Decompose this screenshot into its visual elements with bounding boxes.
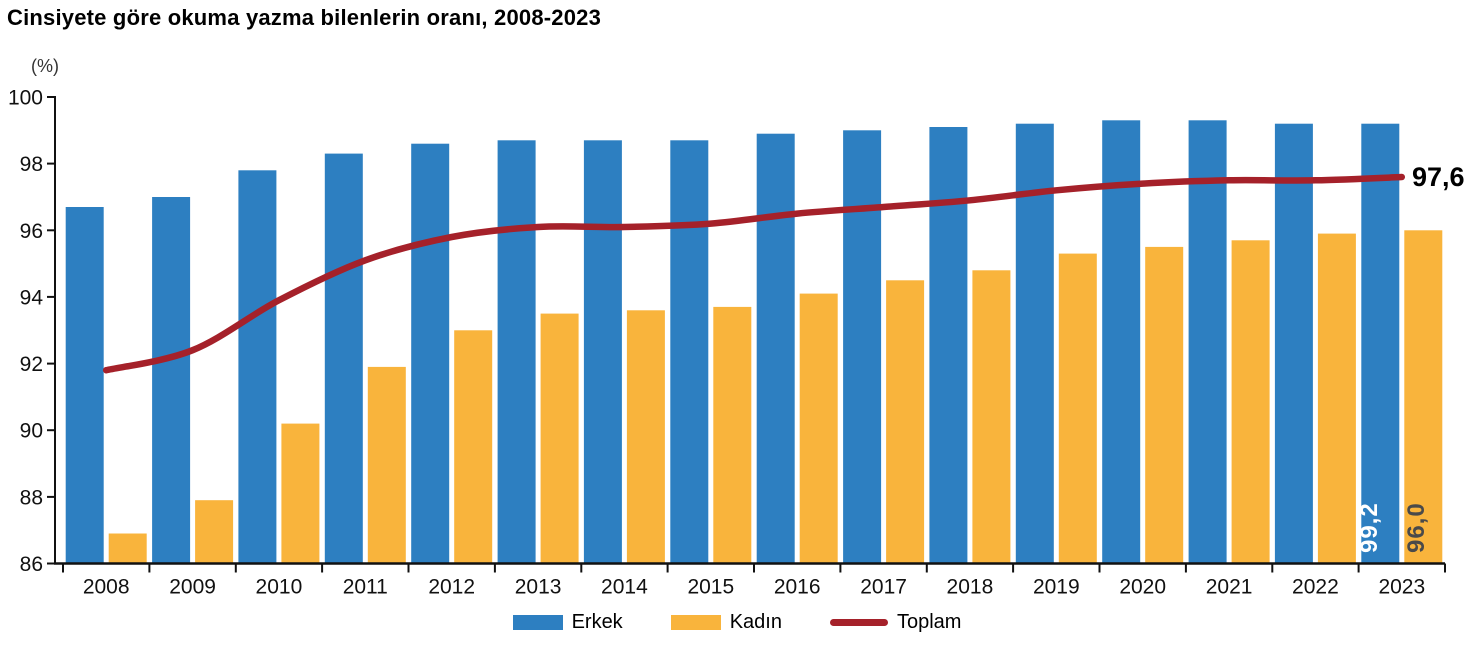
y-axis-unit-label: (%) (31, 56, 59, 76)
bar-erkek-2017 (843, 130, 882, 564)
x-tick-label: 2012 (428, 576, 475, 599)
x-tick-label: 2019 (1033, 576, 1080, 599)
x-tick-label: 2010 (256, 576, 303, 599)
bar-kadin-2018 (972, 270, 1011, 564)
x-tick-label: 2015 (687, 576, 734, 599)
bar-kadin-2015 (713, 306, 752, 564)
legend-item-kadin: Kadın (670, 610, 782, 634)
x-tick-label: 2008 (83, 576, 130, 599)
bar-kadin-2014 (626, 310, 665, 564)
bar-kadin-2012 (454, 330, 493, 564)
bar-kadin-2021 (1231, 240, 1270, 564)
x-tick-label: 2018 (947, 576, 994, 599)
bar-kadin-2020 (1145, 246, 1184, 564)
y-tick-label: 98 (20, 153, 43, 176)
x-tick-label: 2017 (860, 576, 907, 599)
toplam-line-swatch-icon (829, 618, 888, 626)
bar-erkek-2023 (1361, 123, 1400, 564)
bar-kadin-2023 (1404, 230, 1443, 564)
x-tick-label: 2011 (343, 576, 388, 599)
bar-kadin-2013 (540, 313, 579, 564)
y-tick-label: 96 (20, 220, 43, 243)
erkek-swatch-icon (512, 614, 563, 630)
bar-erkek-2011 (324, 153, 363, 564)
x-tick-label: 2014 (601, 576, 648, 599)
bar-kadin-2019 (1058, 253, 1097, 564)
legend-label-toplam: Toplam (896, 610, 962, 633)
x-tick-label: 2013 (515, 576, 562, 599)
bar-kadin-2017 (886, 280, 925, 564)
x-tick-label: 2016 (774, 576, 821, 599)
kadin-bar-value-label: 96,0 (1403, 502, 1430, 553)
legend: Erkek Kadın Toplam (0, 604, 1474, 640)
bar-erkek-2009 (152, 197, 191, 564)
bar-erkek-2016 (756, 133, 795, 564)
y-tick-label: 100 (8, 87, 43, 110)
y-tick-label: 90 (20, 420, 43, 443)
bar-kadin-2010 (281, 423, 320, 564)
y-tick-label: 86 (20, 553, 43, 576)
legend-label-erkek: Erkek (571, 610, 623, 633)
bar-erkek-2022 (1274, 123, 1313, 564)
x-tick-label: 2020 (1119, 576, 1166, 599)
chart-title: Cinsiyete göre okuma yazma bilenlerin or… (7, 5, 602, 30)
x-tick-label: 2021 (1206, 576, 1253, 599)
bar-kadin-2011 (367, 366, 406, 564)
bar-erkek-2013 (497, 140, 536, 564)
bar-kadin-2022 (1317, 233, 1356, 564)
x-tick-label: 2023 (1378, 576, 1425, 599)
y-tick-label: 88 (20, 486, 43, 509)
y-tick-label: 94 (20, 286, 44, 309)
x-tick-label: 2022 (1292, 576, 1339, 599)
bar-kadin-2016 (799, 293, 838, 564)
legend-item-toplam: Toplam (829, 610, 962, 634)
y-tick-label: 92 (20, 353, 43, 376)
bar-kadin-2009 (195, 500, 234, 564)
bar-erkek-2018 (929, 127, 968, 564)
legend-item-erkek: Erkek (512, 610, 623, 634)
toplam-end-label: 97,6 (1412, 162, 1465, 192)
bar-kadin-2008 (108, 533, 147, 564)
bar-erkek-2014 (583, 140, 622, 564)
x-tick-label: 2009 (169, 576, 216, 599)
bar-erkek-2021 (1188, 120, 1227, 564)
line-toplam (102, 173, 1406, 374)
bar-erkek-2015 (670, 140, 709, 564)
bar-erkek-2020 (1102, 120, 1141, 564)
erkek-bar-value-label: 99,2 (1356, 502, 1383, 553)
kadin-swatch-icon (670, 614, 721, 630)
bar-erkek-2012 (411, 143, 450, 564)
legend-label-kadin: Kadın (729, 610, 782, 633)
bar-erkek-2010 (238, 170, 277, 564)
bar-erkek-2008 (65, 207, 104, 564)
